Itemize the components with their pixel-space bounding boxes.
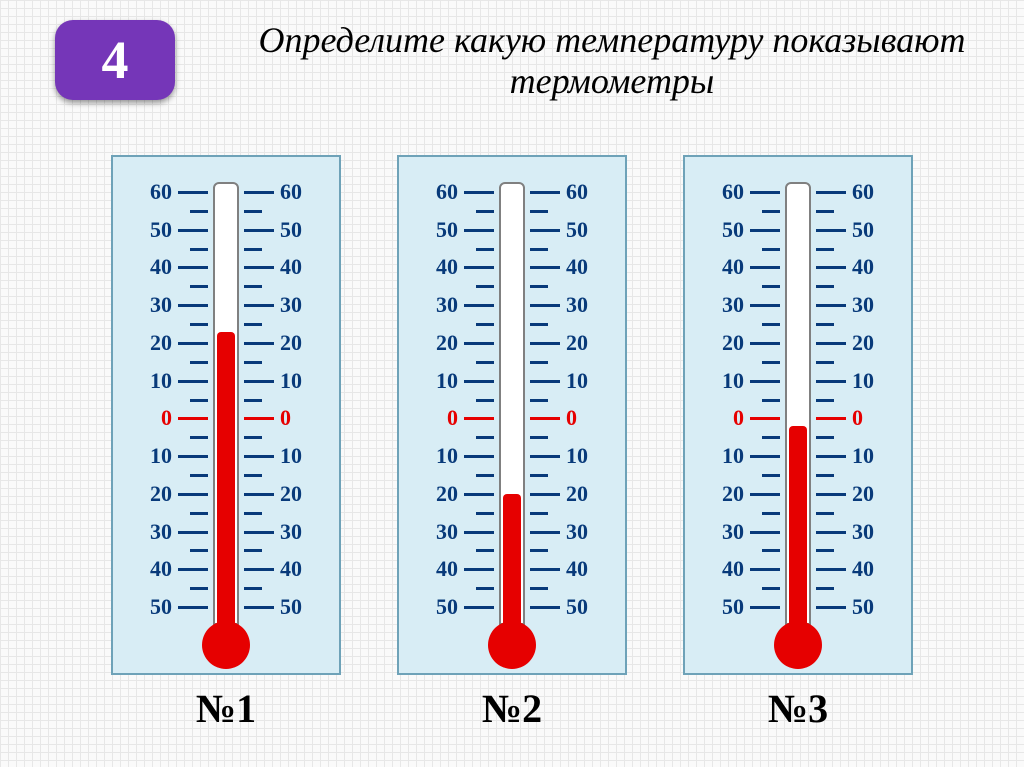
scale-label: 10 <box>566 368 588 394</box>
scale-label: 50 <box>852 217 874 243</box>
thermometer-panel: 60 60 50 50 40 40 30 30 20 20 10 10 0 0 10 10 20 20 30 30 40… <box>111 155 341 675</box>
mercury-column <box>217 332 235 645</box>
thermometer-label: №1 <box>196 685 256 732</box>
scale-label: 40 <box>566 556 588 582</box>
slide-number: 4 <box>102 29 129 91</box>
scale-label: 10 <box>280 368 302 394</box>
scale-label: 20 <box>566 481 588 507</box>
scale-label: 30 <box>150 519 172 545</box>
scale-label: 0 <box>161 405 172 431</box>
scale-label: 30 <box>566 292 588 318</box>
scale-label: 50 <box>150 594 172 620</box>
scale-label: 30 <box>280 519 302 545</box>
scale-label: 30 <box>722 519 744 545</box>
scale-label: 40 <box>280 556 302 582</box>
scale-label: 60 <box>566 179 588 205</box>
scale-label: 50 <box>436 217 458 243</box>
scale-label: 10 <box>852 443 874 469</box>
scale-label: 10 <box>150 368 172 394</box>
scale-label: 40 <box>722 254 744 280</box>
scale-label: 30 <box>852 292 874 318</box>
scale-label: 30 <box>852 519 874 545</box>
scale-label: 40 <box>436 556 458 582</box>
scale-label: 50 <box>722 217 744 243</box>
scale-label: 20 <box>722 481 744 507</box>
thermometer-label: №2 <box>482 685 542 732</box>
thermometer-row: 60 60 50 50 40 40 30 30 20 20 10 10 0 0 10 10 20 20 30 30 40… <box>0 155 1024 732</box>
scale-label: 40 <box>566 254 588 280</box>
scale-label: 40 <box>436 254 458 280</box>
thermometer-panel: 60 60 50 50 40 40 30 30 20 20 10 10 0 0 10 10 20 20 30 30 40… <box>683 155 913 675</box>
scale-label: 20 <box>436 481 458 507</box>
thermometer-2: 60 60 50 50 40 40 30 30 20 20 10 10 0 0 10 10 20 20 30 30 40… <box>397 155 627 732</box>
scale-label: 50 <box>722 594 744 620</box>
scale-label: 50 <box>280 594 302 620</box>
scale-label: 30 <box>436 292 458 318</box>
scale-label: 50 <box>566 217 588 243</box>
thermometer-panel: 60 60 50 50 40 40 30 30 20 20 10 10 0 0 10 10 20 20 30 30 40… <box>397 155 627 675</box>
scale-label: 20 <box>280 481 302 507</box>
scale-label: 40 <box>722 556 744 582</box>
slide-number-badge: 4 <box>55 20 175 100</box>
scale-label: 60 <box>280 179 302 205</box>
scale-label: 50 <box>150 217 172 243</box>
scale-label: 50 <box>280 217 302 243</box>
scale-label: 20 <box>150 330 172 356</box>
scale-label: 40 <box>150 556 172 582</box>
thermometer-label: №3 <box>768 685 828 732</box>
scale-label: 0 <box>280 405 291 431</box>
thermometer-3: 60 60 50 50 40 40 30 30 20 20 10 10 0 0 10 10 20 20 30 30 40… <box>683 155 913 732</box>
scale-label: 10 <box>722 368 744 394</box>
scale-label: 0 <box>566 405 577 431</box>
mercury-column <box>503 494 521 645</box>
scale-label: 20 <box>280 330 302 356</box>
scale-label: 20 <box>436 330 458 356</box>
thermometer-1: 60 60 50 50 40 40 30 30 20 20 10 10 0 0 10 10 20 20 30 30 40… <box>111 155 341 732</box>
scale-label: 20 <box>150 481 172 507</box>
scale-label: 10 <box>722 443 744 469</box>
scale-label: 0 <box>447 405 458 431</box>
scale-label: 40 <box>280 254 302 280</box>
scale-label: 60 <box>852 179 874 205</box>
scale-label: 0 <box>852 405 863 431</box>
scale-label: 20 <box>852 481 874 507</box>
scale-label: 60 <box>150 179 172 205</box>
scale-label: 50 <box>436 594 458 620</box>
scale-label: 30 <box>722 292 744 318</box>
question-title: Определите какую температуру показывают … <box>230 20 994 103</box>
scale-label: 20 <box>566 330 588 356</box>
scale-label: 10 <box>566 443 588 469</box>
scale-label: 40 <box>852 254 874 280</box>
scale-label: 20 <box>852 330 874 356</box>
scale-label: 30 <box>280 292 302 318</box>
scale-label: 40 <box>150 254 172 280</box>
scale-label: 60 <box>436 179 458 205</box>
scale-label: 10 <box>436 368 458 394</box>
scale-label: 50 <box>566 594 588 620</box>
scale-label: 20 <box>722 330 744 356</box>
scale-label: 60 <box>722 179 744 205</box>
scale-label: 40 <box>852 556 874 582</box>
scale-label: 30 <box>566 519 588 545</box>
scale-label: 10 <box>150 443 172 469</box>
scale-label: 30 <box>150 292 172 318</box>
scale-label: 50 <box>852 594 874 620</box>
scale-label: 0 <box>733 405 744 431</box>
scale-label: 30 <box>436 519 458 545</box>
scale-label: 10 <box>280 443 302 469</box>
scale-label: 10 <box>436 443 458 469</box>
scale-label: 10 <box>852 368 874 394</box>
mercury-column <box>789 426 807 645</box>
